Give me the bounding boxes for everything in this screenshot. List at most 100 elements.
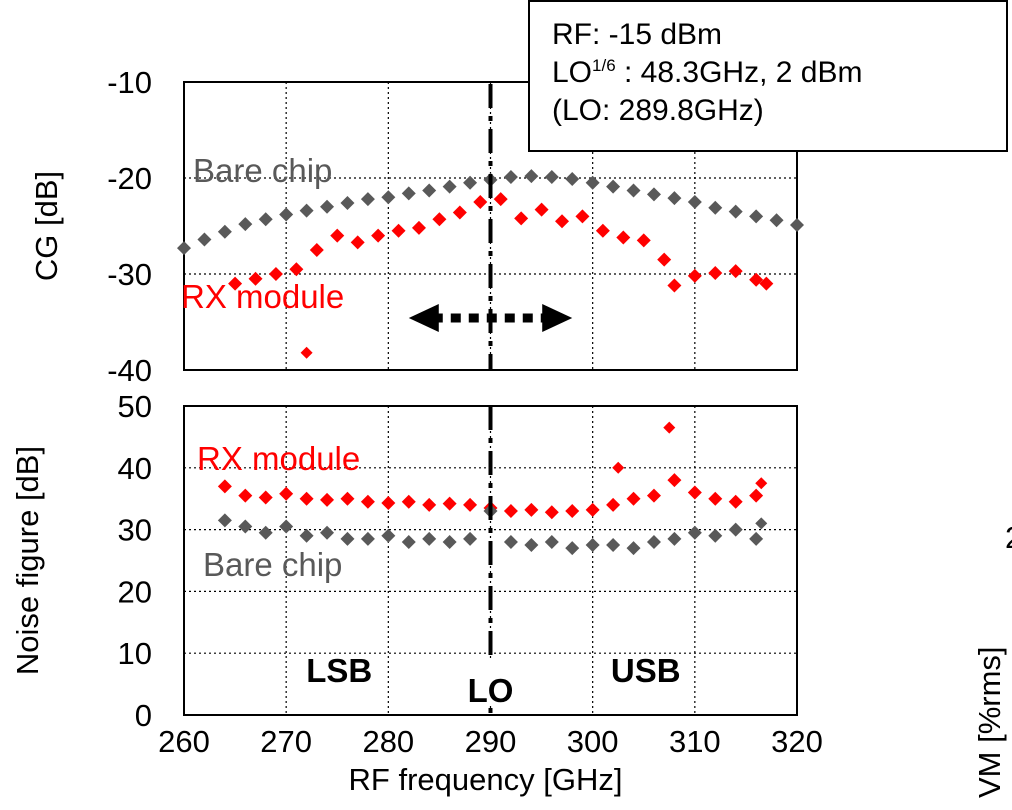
- y-tick-label-bottom: 40: [118, 451, 152, 486]
- data-point-bare-chip: [687, 525, 702, 540]
- data-point-bare-chip: [422, 531, 437, 546]
- data-point-rx-module: [636, 233, 651, 248]
- data-point-bare-chip: [381, 528, 396, 543]
- data-point-bare-chip: [360, 531, 375, 546]
- data-point-rx-module: [687, 485, 702, 500]
- data-point-bare-chip: [422, 183, 437, 198]
- data-point-rx-module: [657, 252, 672, 267]
- data-point-rx-module: [299, 491, 314, 506]
- data-point-bare-chip: [790, 218, 804, 233]
- data-point-rx-module: [381, 496, 396, 511]
- data-point-bare-chip: [524, 538, 539, 553]
- data-point-rx-module: [524, 502, 539, 517]
- annotation-bare-chip-nf: Bare chip: [203, 546, 342, 583]
- data-point-bare-chip: [340, 195, 355, 210]
- data-point-rx-module: [503, 504, 518, 519]
- lo-prefix: LO: [552, 56, 593, 89]
- data-point-rx-module: [217, 479, 232, 494]
- data-point-rx-module: [268, 267, 283, 281]
- data-point-rx-module: [289, 262, 304, 277]
- data-point-rx-module: [728, 494, 743, 509]
- data-point-bare-chip: [646, 534, 661, 549]
- data-point-bare-chip: [646, 187, 661, 202]
- data-point-rx-module: [463, 497, 478, 512]
- data-point-rx-module: [371, 228, 386, 243]
- data-point-bare-chip: [279, 207, 294, 222]
- y-tick-label-bottom: 10: [118, 636, 152, 671]
- data-point-bare-chip: [503, 170, 518, 185]
- data-point-rx-module: [555, 214, 570, 229]
- data-point-rx-module: [442, 496, 457, 511]
- data-point-rx-module: [473, 195, 488, 209]
- y-tick-label-bottom: 20: [118, 574, 152, 609]
- y-tick-label-top: -40: [107, 353, 152, 388]
- data-point-bare-chip: [299, 528, 314, 543]
- data-point-rx-module: [595, 223, 610, 238]
- data-point-bare-chip: [606, 179, 621, 194]
- y-tick-label-bottom: 50: [118, 389, 152, 424]
- data-point-rx-module: [667, 278, 682, 293]
- data-point-bare-chip: [217, 224, 232, 239]
- outlier-point-rx-module: [755, 477, 768, 490]
- data-point-rx-module: [360, 494, 375, 509]
- data-point-rx-module: [432, 212, 447, 227]
- annotation-rx-module-cg: RX module: [181, 278, 344, 315]
- data-point-bare-chip: [238, 519, 253, 534]
- x-tick-label: 270: [260, 724, 312, 759]
- data-point-bare-chip: [687, 195, 702, 209]
- data-point-bare-chip: [299, 203, 314, 218]
- band-label-lsb: LSB: [306, 652, 372, 689]
- data-point-rx-module: [411, 220, 426, 235]
- data-point-bare-chip: [258, 525, 273, 540]
- if-band-arrowhead-left: [408, 304, 439, 332]
- data-point-rx-module: [534, 202, 549, 217]
- lo-fraction: 1/6: [592, 56, 616, 75]
- data-point-bare-chip: [524, 169, 539, 184]
- data-point-rx-module: [452, 205, 467, 220]
- data-point-bare-chip: [749, 209, 764, 224]
- data-point-rx-module: [749, 488, 764, 503]
- data-point-rx-module: [585, 502, 600, 517]
- data-point-bare-chip: [606, 538, 621, 553]
- data-point-bare-chip: [667, 191, 682, 206]
- data-point-bare-chip: [626, 541, 641, 556]
- annotation-bare-chip-cg: Bare chip: [193, 152, 332, 189]
- data-point-bare-chip: [708, 200, 723, 215]
- conditions-box: RF: -15 dBm LO1/6 : 48.3GHz, 2 dBm (LO: …: [528, 0, 1008, 152]
- data-point-bare-chip: [544, 534, 559, 549]
- data-point-rx-module: [759, 276, 774, 291]
- data-point-rx-module: [687, 268, 702, 283]
- data-point-bare-chip: [769, 213, 784, 228]
- data-point-rx-module: [708, 491, 723, 506]
- data-point-rx-module: [616, 230, 631, 245]
- data-point-rx-module: [606, 497, 621, 512]
- data-point-rx-module: [575, 209, 590, 224]
- data-point-bare-chip: [401, 186, 416, 201]
- data-point-rx-module: [544, 505, 559, 520]
- rf-power-text: RF: -15 dBm: [552, 18, 723, 51]
- data-point-bare-chip: [360, 192, 375, 207]
- data-point-rx-module: [728, 264, 743, 279]
- data-point-bare-chip: [667, 531, 682, 546]
- outlier-point-rx-module: [612, 461, 625, 474]
- data-point-bare-chip: [217, 513, 232, 528]
- data-point-bare-chip: [442, 179, 457, 194]
- data-point-rx-module: [258, 490, 273, 505]
- data-point-rx-module: [320, 492, 335, 507]
- data-point-bare-chip: [320, 525, 335, 540]
- data-point-bare-chip: [565, 541, 580, 556]
- clipped-y-axis-label: VM [%rms]: [972, 646, 1007, 798]
- outlier-point-rx-module: [300, 346, 313, 359]
- y-tick-label-top: -30: [107, 257, 152, 292]
- data-point-rx-module: [565, 504, 580, 519]
- data-point-bare-chip: [320, 199, 335, 214]
- data-point-bare-chip: [442, 534, 457, 549]
- x-tick-label: 300: [567, 724, 619, 759]
- data-point-rx-module: [350, 235, 365, 250]
- y-tick-label-bottom: 30: [118, 513, 152, 548]
- data-point-rx-module: [401, 494, 416, 509]
- data-point-rx-module: [340, 491, 355, 506]
- lo-label-background: [457, 660, 524, 706]
- data-point-bare-chip: [258, 212, 273, 227]
- band-label-usb: USB: [611, 652, 681, 689]
